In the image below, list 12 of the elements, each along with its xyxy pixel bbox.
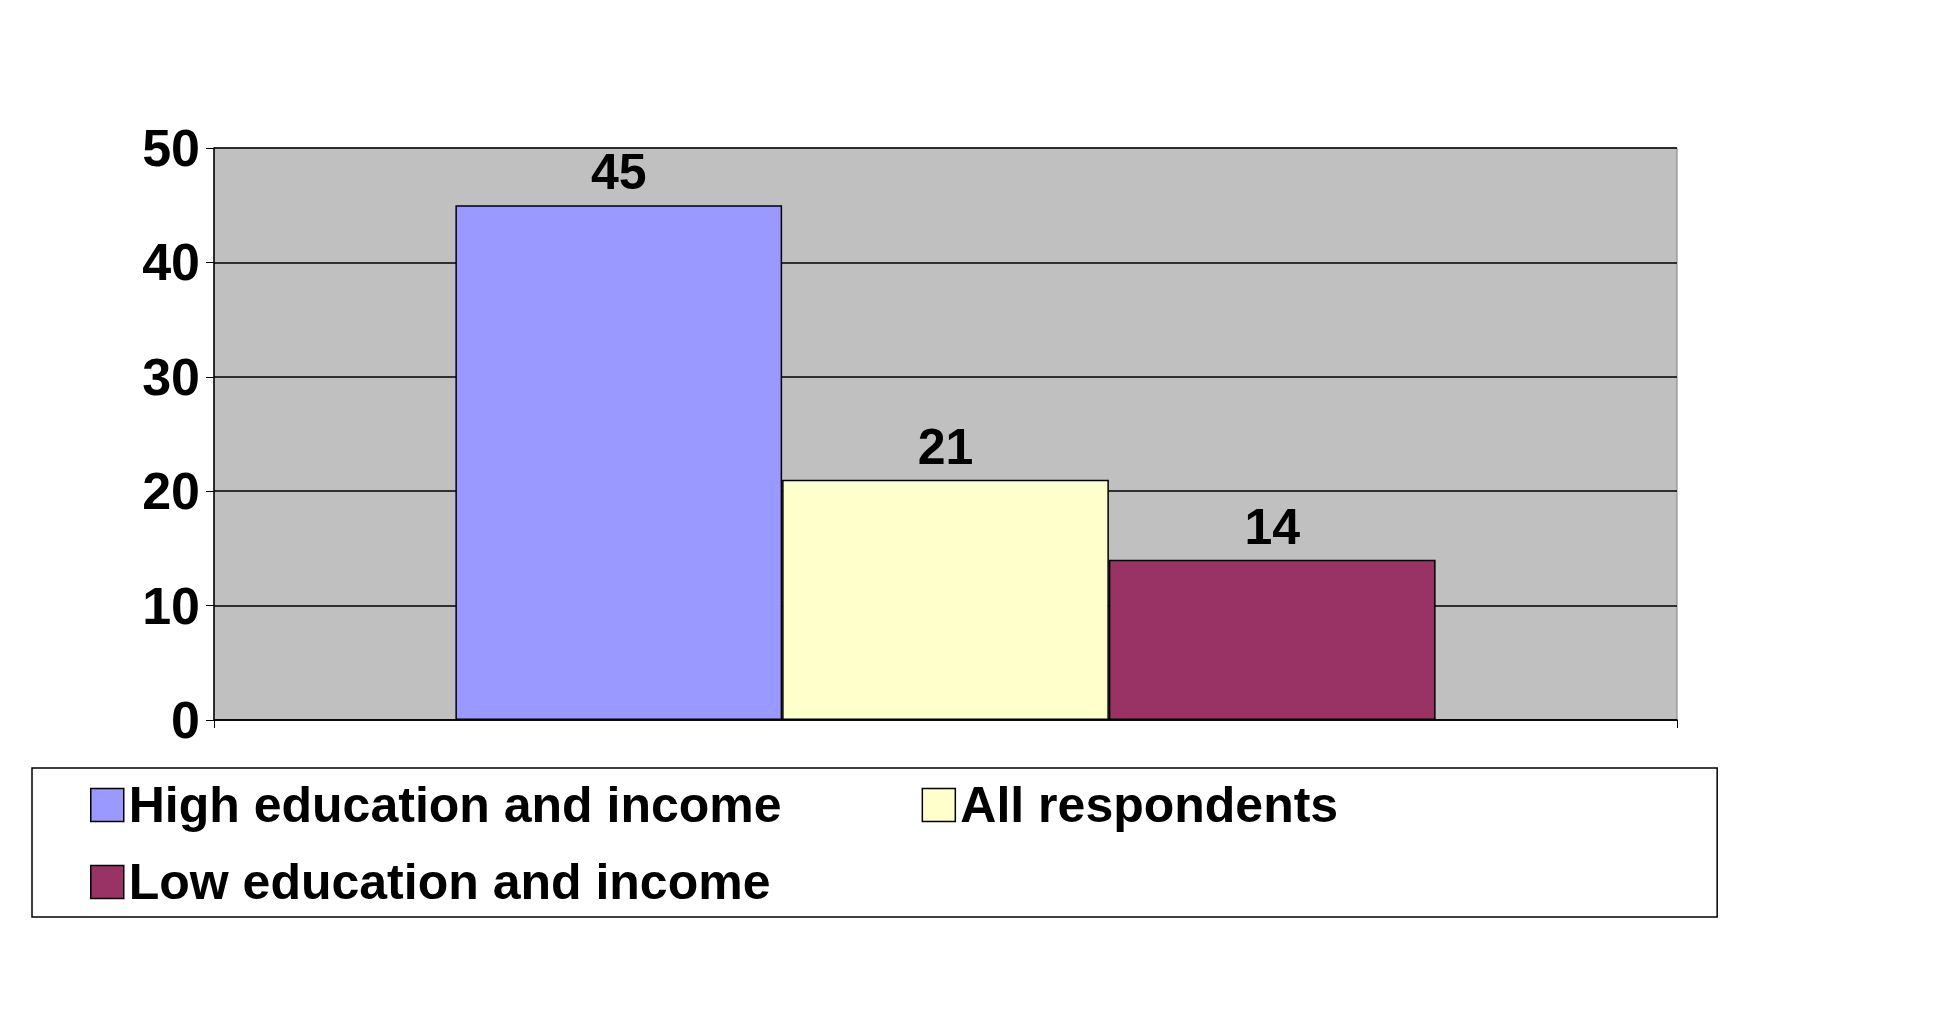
data-label: 21 [917,418,974,475]
legend-label: High education and income [128,777,782,833]
y-tick-label: 50 [142,119,200,177]
legend-label: All respondents [960,777,1339,833]
y-tick-label: 0 [171,691,200,749]
y-tick-label: 30 [142,347,200,406]
y-tick-label: 40 [142,233,200,292]
y-tick-label: 10 [142,576,200,635]
y-tick-label: 20 [142,462,200,521]
data-label: 14 [1244,498,1301,555]
data-label: 45 [590,144,647,201]
legend-label: Low education and income [128,854,771,910]
